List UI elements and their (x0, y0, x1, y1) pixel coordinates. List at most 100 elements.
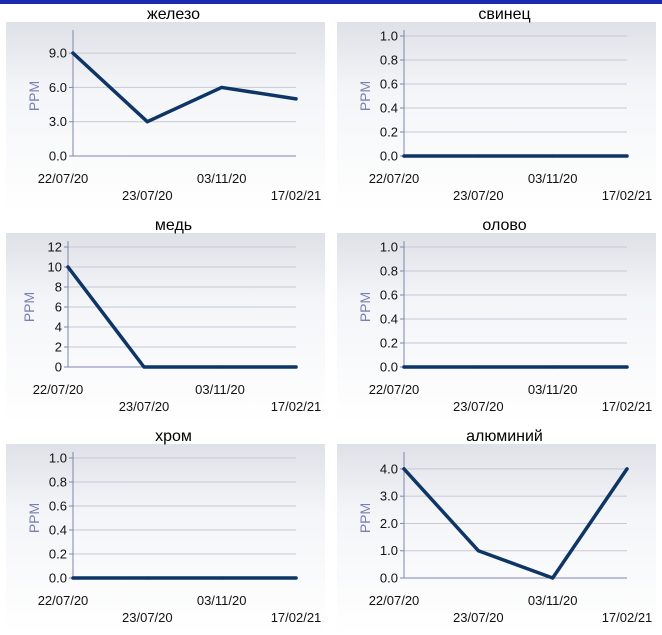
y-tick-label: 3.0 (380, 489, 398, 504)
chart-title: железо (147, 6, 200, 23)
y-tick-label: 0.4 (49, 523, 67, 538)
chart-panel-1: железо 0.0 3.0 6.0 9.0 PPM 22/07/20 23/07/20 03/… (0, 4, 331, 213)
y-tick-label: 0.4 (380, 312, 398, 327)
chart-svg: свинец 0.0 0.2 0.4 0.6 0.8 1.0 PPM 22/07/20 23/07… (337, 6, 656, 213)
y-axis-label: PPM (26, 503, 42, 533)
y-tick-label: 0.0 (380, 360, 398, 375)
x-tick-label: 03/11/20 (197, 171, 247, 186)
data-point (220, 85, 224, 90)
chart-panel-4: олово 0.0 0.2 0.4 0.6 0.8 1.0 PPM 22/07/20 23/07/… (331, 215, 662, 424)
x-tick-label: 17/02/21 (602, 399, 653, 414)
y-tick-label: 0.8 (380, 53, 398, 68)
chart-panel-5: хром 0.0 0.2 0.4 0.6 0.8 1.0 PPM 22/07/20 23/07/2… (0, 426, 331, 635)
x-tick-label: 17/02/21 (602, 188, 653, 203)
y-tick-label: 0.0 (380, 149, 398, 164)
chart-title: алюминий (466, 428, 543, 445)
chart-title: свинец (478, 6, 530, 23)
y-tick-label: 0.2 (380, 125, 398, 140)
data-point (294, 365, 298, 369)
y-tick-label: 12 (48, 240, 62, 255)
panel-background (337, 233, 656, 424)
series-line (66, 265, 298, 369)
data-point (402, 365, 406, 369)
data-point (551, 576, 555, 580)
data-point (71, 576, 75, 580)
x-tick-label: 17/02/21 (271, 610, 322, 625)
y-tick-label: 10 (48, 260, 62, 275)
data-point (142, 365, 146, 369)
y-axis-label: PPM (357, 81, 373, 111)
y-tick-label: 4.0 (380, 461, 398, 476)
y-tick-label: 0.8 (380, 264, 398, 279)
y-tick-label: 0.2 (380, 336, 398, 351)
y-axis-label: PPM (21, 292, 37, 322)
data-point (476, 154, 480, 158)
y-tick-label: 1.0 (49, 451, 67, 466)
y-tick-label: 0.4 (380, 101, 398, 116)
data-point (66, 265, 70, 269)
y-tick-label: 3.0 (49, 114, 67, 129)
x-tick-label: 23/07/20 (122, 610, 173, 625)
data-point (220, 576, 224, 580)
x-tick-label: 03/11/20 (195, 382, 245, 397)
chart-svg: медь 0 2 4 6 8 10 12 PPM 22/07/20 23/07/20 03/11/20… (6, 217, 325, 424)
y-tick-label: 1.0 (380, 29, 398, 44)
y-tick-label: 0 (55, 360, 62, 375)
data-point (551, 365, 555, 369)
y-tick-label: 1.0 (380, 543, 398, 558)
y-tick-label: 6 (55, 300, 62, 315)
chart-svg: алюминий 0.0 1.0 2.0 3.0 4.0 PPM 22/07/20 23/07/… (337, 428, 656, 635)
data-point (625, 467, 629, 471)
data-point (625, 154, 629, 158)
data-point (71, 51, 75, 55)
chart-panel-3: медь 0 2 4 6 8 10 12 PPM 22/07/20 23/07/20 03/11/20… (0, 215, 331, 424)
data-point (402, 467, 406, 471)
y-tick-label: 2.0 (380, 516, 398, 531)
data-point (145, 576, 149, 580)
y-tick-label: 0.0 (380, 571, 398, 586)
data-point (625, 365, 629, 369)
x-tick-label: 03/11/20 (197, 593, 247, 608)
y-tick-label: 8 (55, 280, 62, 295)
panel-background (337, 22, 656, 213)
panel-background (6, 233, 325, 424)
series-line (71, 51, 298, 124)
y-tick-label: 0.6 (49, 499, 67, 514)
x-tick-label: 03/11/20 (528, 171, 578, 186)
panel-background (6, 444, 325, 635)
y-tick-label: 0.2 (49, 547, 67, 562)
y-tick-label: 0.0 (49, 571, 67, 586)
y-axis-label: PPM (26, 81, 42, 111)
x-tick-label: 22/07/20 (38, 171, 89, 186)
chart-svg: железо 0.0 3.0 6.0 9.0 PPM 22/07/20 23/07/20 03/… (6, 6, 325, 213)
chart-title: хром (155, 428, 192, 445)
y-tick-label: 0.6 (380, 77, 398, 92)
y-tick-label: 9.0 (49, 46, 67, 61)
y-axis-label: PPM (357, 292, 373, 322)
x-tick-label: 22/07/20 (38, 593, 89, 608)
chart-title: олово (482, 217, 526, 234)
x-tick-label: 23/07/20 (119, 399, 170, 414)
data-point (551, 154, 555, 158)
data-point (476, 549, 480, 553)
x-tick-label: 17/02/21 (602, 610, 653, 625)
data-point (294, 576, 298, 580)
x-tick-label: 22/07/20 (369, 171, 420, 186)
x-tick-label: 22/07/20 (369, 593, 420, 608)
data-point (218, 365, 222, 369)
series-line (402, 467, 629, 580)
x-tick-label: 17/02/21 (271, 188, 322, 203)
x-tick-label: 17/02/21 (271, 399, 322, 414)
x-tick-label: 23/07/20 (453, 188, 504, 203)
x-tick-label: 22/07/20 (33, 382, 84, 397)
y-tick-label: 6.0 (49, 80, 67, 95)
panel-background (6, 22, 325, 213)
y-tick-label: 1.0 (380, 240, 398, 255)
data-point (145, 120, 149, 124)
chart-svg: олово 0.0 0.2 0.4 0.6 0.8 1.0 PPM 22/07/20 23/07/… (337, 217, 656, 424)
chart-svg: хром 0.0 0.2 0.4 0.6 0.8 1.0 PPM 22/07/20 23/07/2… (6, 428, 325, 635)
x-tick-label: 03/11/20 (528, 382, 578, 397)
y-tick-label: 4 (55, 320, 62, 335)
x-tick-label: 23/07/20 (453, 610, 504, 625)
y-tick-label: 0.6 (380, 288, 398, 303)
